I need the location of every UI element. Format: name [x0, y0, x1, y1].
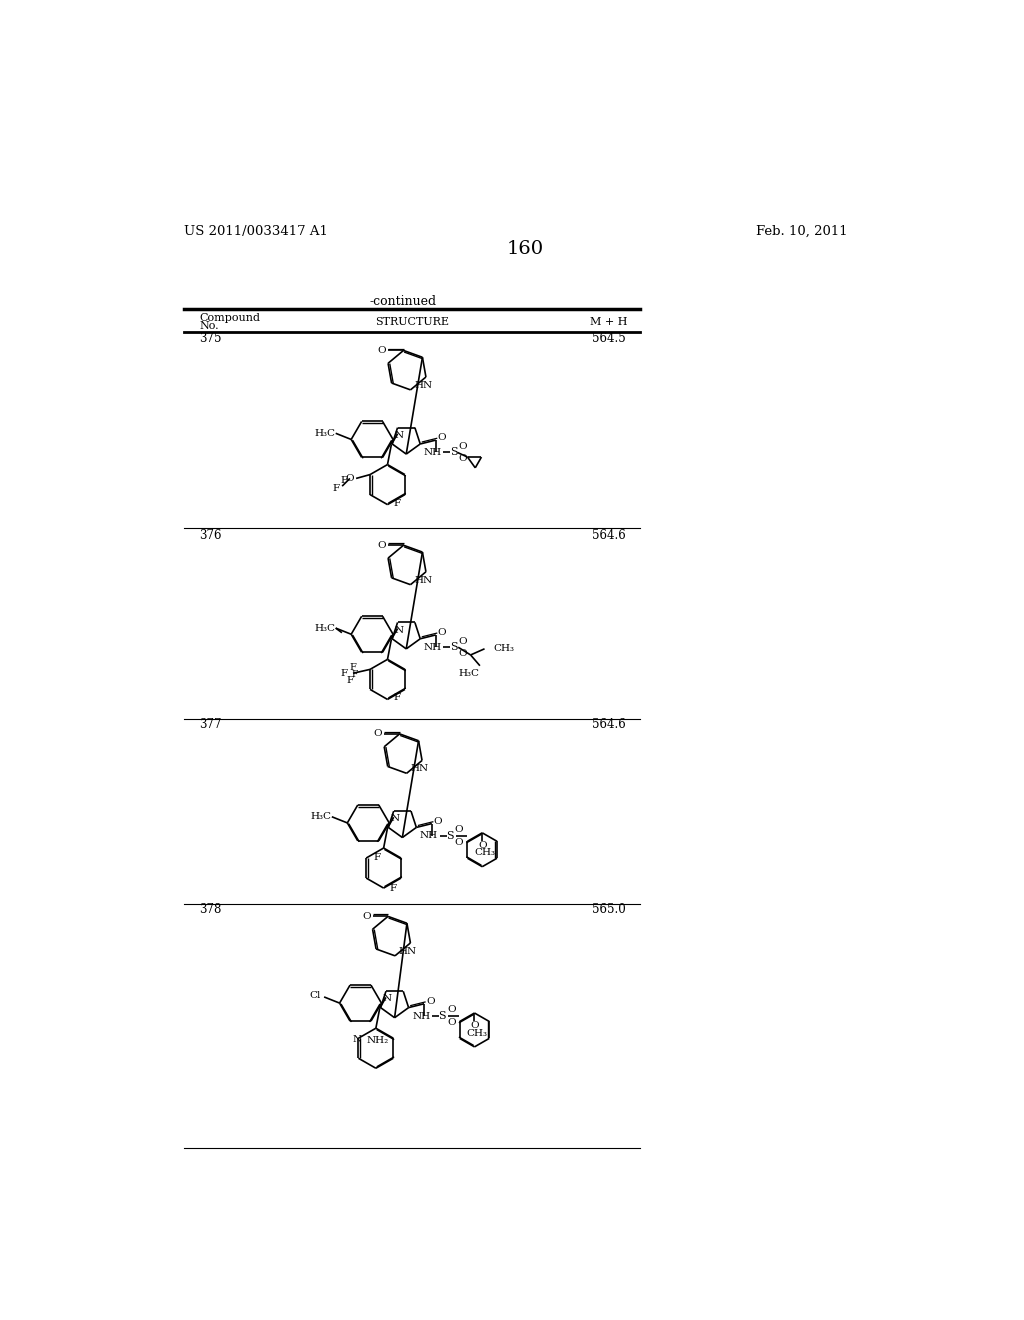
Text: F: F — [346, 676, 353, 685]
Text: NH: NH — [420, 832, 438, 841]
Text: M + H: M + H — [590, 317, 628, 326]
Text: O: O — [455, 825, 463, 834]
Text: H₃C: H₃C — [310, 812, 332, 821]
Text: S: S — [438, 1011, 445, 1022]
Text: 564.6: 564.6 — [592, 718, 626, 731]
Text: O: O — [345, 474, 354, 483]
Text: O: O — [378, 541, 386, 549]
Text: NH: NH — [413, 1011, 430, 1020]
Text: N: N — [383, 994, 392, 1003]
Text: O: O — [378, 346, 386, 355]
Text: Compound: Compound — [200, 313, 260, 323]
Text: CH₃: CH₃ — [474, 849, 495, 858]
Text: US 2011/0033417 A1: US 2011/0033417 A1 — [183, 224, 328, 238]
Text: NH: NH — [424, 447, 442, 457]
Text: S: S — [445, 830, 454, 841]
Text: O: O — [434, 817, 442, 826]
Text: F: F — [393, 693, 400, 702]
Text: Feb. 10, 2011: Feb. 10, 2011 — [756, 224, 848, 238]
Text: F: F — [333, 484, 340, 492]
Text: 160: 160 — [506, 240, 544, 259]
Text: HN: HN — [415, 576, 432, 585]
Text: HN: HN — [411, 764, 429, 774]
Text: 564.5: 564.5 — [592, 333, 626, 345]
Text: F: F — [351, 669, 357, 678]
Text: HN: HN — [415, 380, 432, 389]
Text: O: O — [459, 649, 467, 657]
Text: O: O — [437, 628, 446, 638]
Text: O: O — [446, 1006, 456, 1015]
Text: STRUCTURE: STRUCTURE — [375, 317, 449, 326]
Text: 565.0: 565.0 — [592, 903, 626, 916]
Text: N: N — [391, 814, 399, 824]
Text: 564.6: 564.6 — [592, 529, 626, 543]
Text: F: F — [341, 477, 348, 486]
Text: F: F — [349, 664, 356, 672]
Text: O: O — [478, 841, 486, 850]
Text: F: F — [374, 853, 381, 862]
Text: O: O — [459, 636, 467, 645]
Text: O: O — [362, 912, 371, 921]
Text: HN: HN — [399, 946, 417, 956]
Text: CH₃: CH₃ — [466, 1028, 487, 1038]
Text: O: O — [446, 1018, 456, 1027]
Text: F: F — [393, 499, 400, 508]
Text: O: O — [437, 433, 446, 442]
Text: O: O — [459, 442, 467, 451]
Text: O: O — [470, 1020, 479, 1030]
Text: No.: No. — [200, 321, 219, 331]
Text: CH₃: CH₃ — [494, 644, 515, 653]
Text: S: S — [450, 447, 458, 458]
Text: 375: 375 — [200, 333, 222, 345]
Text: N: N — [352, 1035, 361, 1044]
Text: H₃C: H₃C — [314, 623, 335, 632]
Text: 377: 377 — [200, 718, 222, 731]
Text: O: O — [459, 454, 467, 463]
Text: F: F — [390, 883, 397, 892]
Text: NH₂: NH₂ — [367, 1036, 388, 1045]
Text: 378: 378 — [200, 903, 221, 916]
Text: 376: 376 — [200, 529, 222, 543]
Text: H₃C: H₃C — [459, 669, 479, 678]
Text: O: O — [374, 730, 382, 738]
Text: Cl: Cl — [309, 991, 321, 999]
Text: O: O — [455, 838, 463, 846]
Text: -continued: -continued — [370, 296, 436, 308]
Text: F: F — [340, 669, 347, 677]
Text: NH: NH — [424, 643, 442, 652]
Text: N: N — [394, 430, 403, 440]
Text: H₃C: H₃C — [314, 429, 335, 438]
Text: S: S — [450, 643, 458, 652]
Text: O: O — [426, 997, 434, 1006]
Text: N: N — [394, 626, 403, 635]
